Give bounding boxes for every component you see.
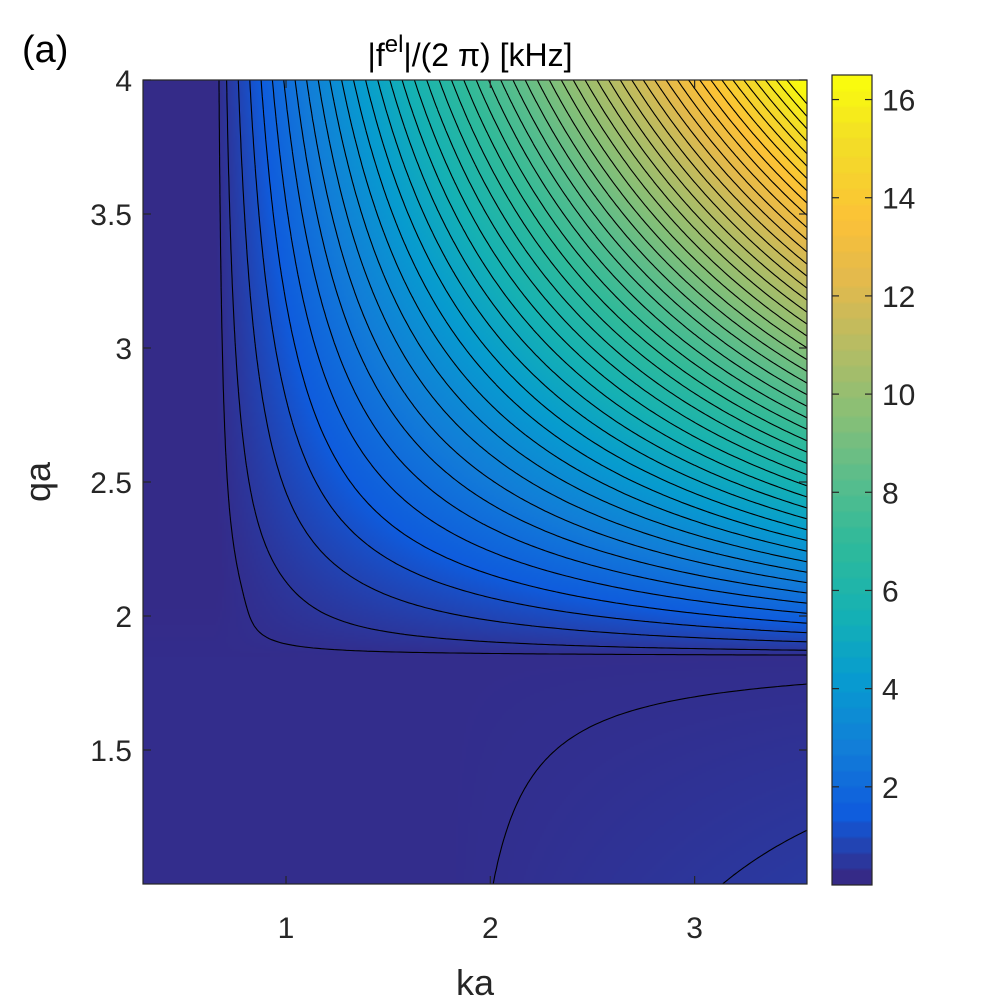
colorbar-frame <box>831 74 873 886</box>
contour-lines <box>218 79 808 885</box>
y-axis-label: qa <box>17 461 58 502</box>
colorbar-ticks: 2 4 6 8 10 12 14 16 <box>832 85 915 805</box>
chart-title: |fel|/(2 π) [kHz] <box>368 31 573 73</box>
heatmap-surface <box>143 80 807 884</box>
title-rest: |/(2 π) [kHz] <box>403 37 572 73</box>
x-ticks: 1 2 3 <box>278 80 703 945</box>
y-tick-label: 1.5 <box>90 735 132 768</box>
colorbar-tick-label: 8 <box>882 477 899 510</box>
y-ticks: 1.5 2 2.5 3 3.5 4 <box>90 65 807 768</box>
x-tick-label: 2 <box>482 912 499 945</box>
title-superscript: el <box>385 31 404 58</box>
colorbar-tick-label: 12 <box>882 281 915 314</box>
y-tick-label: 3 <box>115 333 132 366</box>
colorbar-tick-label: 6 <box>882 575 899 608</box>
x-axis-label: ka <box>456 962 495 1003</box>
colorbar-tick-label: 10 <box>882 379 915 412</box>
contour-path <box>218 79 808 885</box>
colorbar-tick-label: 14 <box>882 183 915 216</box>
colorbar-tick-label: 2 <box>882 772 899 805</box>
y-tick-label: 3.5 <box>90 199 132 232</box>
colorbar-tick-label: 4 <box>882 674 899 707</box>
x-tick-label: 3 <box>686 912 703 945</box>
x-tick-label: 1 <box>278 912 295 945</box>
title-base: |f <box>368 37 385 73</box>
y-tick-label: 2 <box>115 601 132 634</box>
colorbar-tick-label: 16 <box>882 85 915 118</box>
panel-label: (a) <box>22 29 68 71</box>
colorbar-gradient <box>832 75 872 885</box>
colorbar: 2 4 6 8 10 12 14 16 <box>831 74 915 886</box>
y-tick-label: 4 <box>115 65 132 98</box>
heatmap-plot: 1 2 3 1.5 2 2.5 3 3.5 4 <box>90 65 808 945</box>
y-tick-label: 2.5 <box>90 467 132 500</box>
